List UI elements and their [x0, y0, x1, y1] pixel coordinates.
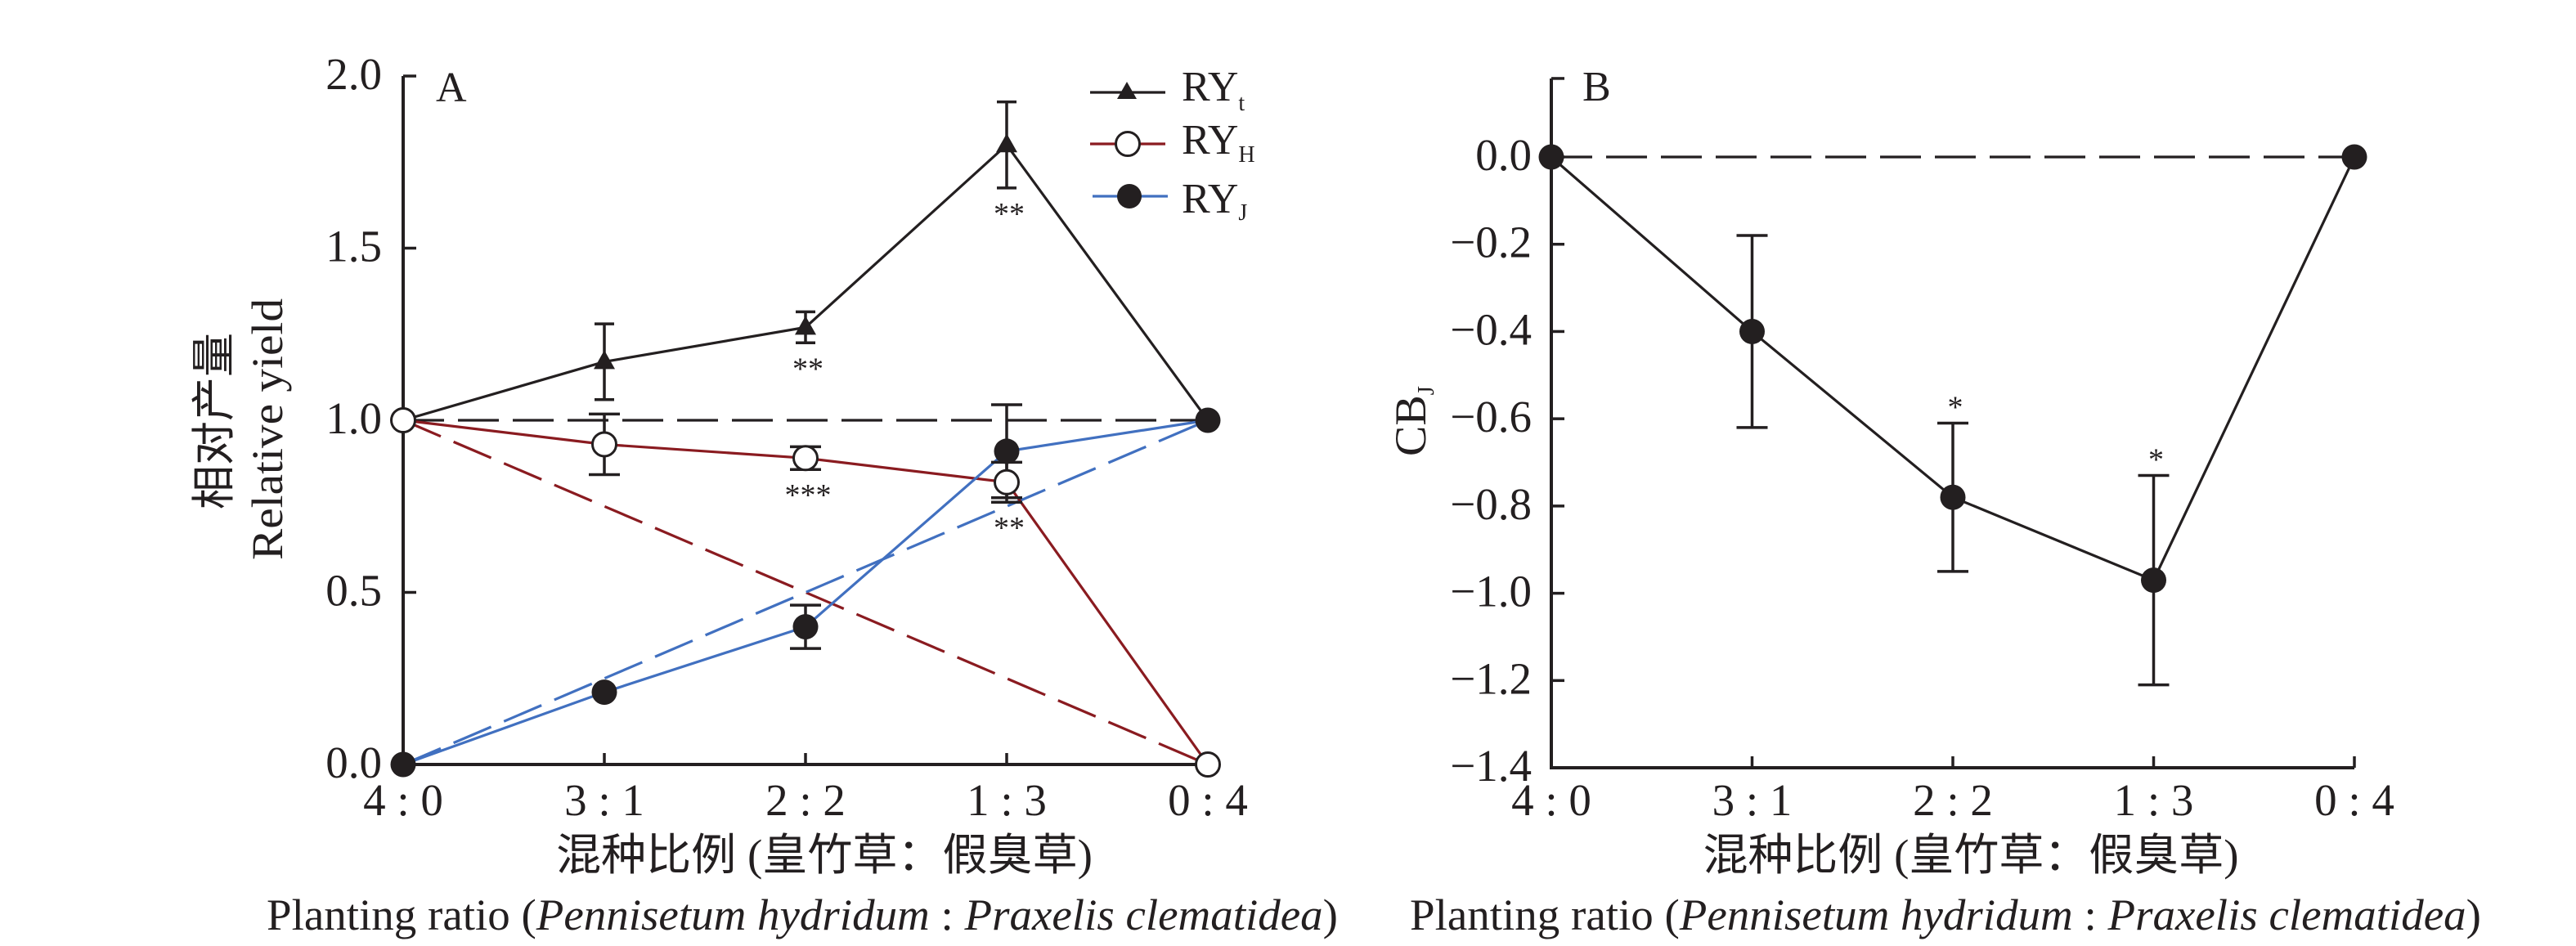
- legend-item-ryt: RYt: [1090, 64, 1245, 116]
- reference-line-expected-ryh: [402, 419, 1209, 766]
- legend-label-main: RY: [1182, 176, 1238, 222]
- marker-cbj: [1739, 318, 1765, 344]
- marker-ryj: [792, 614, 819, 640]
- reference-line-expected-ryj: [402, 419, 1209, 766]
- legend-label-main: RY: [1182, 117, 1238, 164]
- marker-ryh: [792, 445, 819, 472]
- x-axis-label-separator: :: [930, 890, 965, 939]
- marker-ryt: [594, 350, 615, 370]
- y-tick-label: −0.6: [1450, 392, 1532, 442]
- marker-ryj: [994, 438, 1020, 464]
- y-tick-label: −0.2: [1450, 217, 1532, 267]
- y-tick-label: −0.4: [1450, 304, 1532, 354]
- significance-label: **: [994, 511, 1025, 545]
- marker-cbj: [2141, 567, 2166, 594]
- marker-ryh: [1195, 751, 1221, 778]
- filled-circle-marker-icon: [1117, 184, 1142, 208]
- panel-a-plot-area: 0.0 0.5 1.0 1.5 2.0 4 : 0 3 : 1 2 : 2 1 : 3 0 : 4…: [325, 49, 1248, 825]
- y-axis-label-en: Relative yield: [243, 298, 292, 560]
- species-name-2: Praxelis clematidea: [964, 890, 1323, 939]
- y-axis-label-b: CBJ: [1386, 386, 1439, 456]
- x-tick-label: 4 : 0: [1511, 775, 1591, 825]
- x-tick-label: 0 : 4: [1168, 775, 1248, 825]
- x-tick-label: 2 : 2: [765, 775, 846, 825]
- y-tick-label: 2.0: [325, 49, 382, 99]
- x-tick-label: 4 : 0: [363, 775, 443, 825]
- legend: RYt RYH RYJ: [1090, 64, 1255, 226]
- marker-ryj: [591, 679, 617, 706]
- significance-label: **: [792, 352, 824, 386]
- x-tick-label: 0 : 4: [2314, 775, 2394, 825]
- x-axis-label-en-suffix: ): [1323, 890, 1338, 939]
- x-axis-label-en-prefix: Planting ratio (: [1410, 890, 1680, 939]
- x-axis-label-en-suffix: ): [2466, 890, 2481, 939]
- panel-a: 0.0 0.5 1.0 1.5 2.0 4 : 0 3 : 1 2 : 2 1 : 3 0 : 4…: [190, 49, 1338, 939]
- x-axis-label-separator: :: [2073, 890, 2108, 939]
- legend-label-subscript: J: [1238, 200, 1247, 226]
- axes: 0.0 0.5 1.0 1.5 2.0 4 : 0 3 : 1 2 : 2 1 : 3 0 : 4: [325, 49, 1248, 825]
- panel-b-label: B: [1582, 64, 1611, 110]
- x-axis-label-en: Planting ratio (Pennisetum hydridum : Pr…: [267, 890, 1338, 939]
- marker-cbj: [1940, 484, 1966, 510]
- y-tick-label: 1.5: [325, 222, 382, 271]
- y-axis-label-main: CB: [1386, 395, 1435, 456]
- legend-label-subscript: t: [1238, 91, 1245, 116]
- species-name-1: Pennisetum hydridum: [1679, 890, 2073, 939]
- x-tick-label: 1 : 3: [967, 775, 1047, 825]
- legend-item-ryj: RYJ: [1093, 176, 1247, 226]
- y-tick-label: −0.8: [1450, 479, 1532, 529]
- marker-ryh: [390, 407, 416, 433]
- x-tick-label: 3 : 1: [564, 775, 644, 825]
- panel-b: 0.0 −0.2 −0.4 −0.6 −0.8 −1.0 −1.2 −1.44 : 0 3 : …: [1386, 64, 2481, 939]
- x-axis-label-zh: 混种比例 (皇竹草：假臭草): [556, 831, 1093, 880]
- y-axis-label-subscript: J: [1414, 386, 1439, 395]
- x-axis-label-en-prefix: Planting ratio (: [267, 890, 536, 939]
- significance-label: **: [994, 197, 1025, 231]
- filled-triangle-marker-icon: [1117, 82, 1137, 99]
- y-tick-label: 0.0: [325, 738, 382, 787]
- marker-ryt: [795, 316, 816, 335]
- x-tick-label: 2 : 2: [1913, 775, 1993, 825]
- species-name-1: Pennisetum hydridum: [536, 890, 930, 939]
- significance-label: ***: [785, 478, 832, 513]
- marker-ryh: [994, 469, 1020, 495]
- marker-cbj: [1538, 144, 1564, 170]
- x-axis-label-en: Planting ratio (Pennisetum hydridum : Pr…: [1410, 890, 2481, 939]
- legend-label-subscript: H: [1238, 142, 1254, 168]
- legend-label: RYJ: [1182, 176, 1247, 226]
- x-axis-label-zh: 混种比例 (皇竹草：假臭草): [1703, 831, 2239, 880]
- marker-ryt: [996, 133, 1017, 153]
- legend-label: RYt: [1182, 64, 1245, 116]
- significance-label: *: [2148, 443, 2164, 477]
- x-tick-label: 3 : 1: [1712, 775, 1793, 825]
- x-tick-label: 1 : 3: [2114, 775, 2194, 825]
- panel-a-label: A: [436, 65, 467, 111]
- y-tick-label: −1.4: [1450, 741, 1532, 791]
- species-name-2: Praxelis clematidea: [2107, 890, 2466, 939]
- legend-label-main: RY: [1182, 64, 1238, 110]
- open-circle-marker-icon: [1115, 131, 1141, 157]
- y-tick-label: −1.2: [1450, 653, 1532, 703]
- y-axis-label-zh: 相对产量: [190, 333, 239, 509]
- marker-cbj: [2341, 144, 2367, 170]
- y-tick-label: 0.5: [325, 566, 382, 616]
- marker-ryh: [591, 431, 617, 458]
- marker-ryj: [390, 751, 416, 778]
- panel-b-plot-area: 0.0 −0.2 −0.4 −0.6 −0.8 −1.0 −1.2 −1.44 : 0 3 : …: [1450, 77, 2394, 825]
- legend-label: RYH: [1182, 117, 1255, 168]
- axes: 0.0 −0.2 −0.4 −0.6 −0.8 −1.0 −1.2 −1.44 : 0 3 : …: [1450, 77, 2394, 825]
- y-tick-label: 1.0: [325, 393, 382, 443]
- y-tick-label: 0.0: [1475, 130, 1532, 180]
- significance-label: *: [1948, 390, 1963, 424]
- y-tick-label: −1.0: [1450, 567, 1532, 616]
- legend-item-ryh: RYH: [1090, 117, 1255, 168]
- marker-ryj: [1195, 407, 1221, 433]
